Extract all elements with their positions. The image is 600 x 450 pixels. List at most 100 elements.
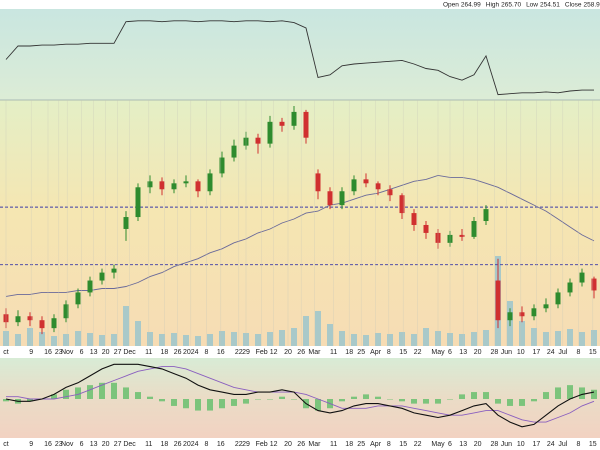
header-value: 258.96 (584, 2, 600, 9)
macd-hist (531, 399, 537, 402)
x-tick-label: Feb (256, 349, 268, 356)
rs-panel (0, 9, 600, 100)
x-tick-label: 9 (29, 441, 33, 448)
volume-bar (63, 334, 69, 346)
x-tick-label: 2024 (183, 349, 199, 356)
x-tick-label: ct (3, 349, 9, 356)
macd-hist (63, 389, 69, 399)
header-value: 265.70 (501, 2, 521, 9)
x-tick-label: 24 (547, 441, 555, 448)
volume-bar (471, 332, 477, 346)
header-label: Open (443, 2, 459, 9)
volume-bar (459, 334, 465, 346)
macd-hist (231, 399, 237, 406)
candle-body (99, 272, 105, 281)
macd-hist (351, 396, 357, 399)
macd-signal (6, 366, 595, 423)
macd-hist (543, 392, 549, 399)
candle-body (459, 234, 465, 237)
x-tick-label: 22 (414, 349, 422, 356)
x-tick-label: 16 (217, 441, 225, 448)
macd-hist (507, 399, 513, 406)
macd-hist (171, 399, 177, 406)
header-value: 254.51 (540, 2, 560, 9)
macd-hist (291, 399, 297, 400)
candle-body (507, 312, 513, 321)
volume-bar (555, 331, 561, 346)
macd-hist (483, 392, 489, 399)
x-tick-label: 26 (297, 441, 305, 448)
x-tick-label: 8 (204, 349, 208, 356)
x-tick-label: 20 (474, 349, 482, 356)
volume-bar (387, 334, 393, 346)
x-tick-label: May (431, 441, 445, 448)
x-tick-label: Apr (370, 349, 382, 356)
macd-hist (255, 399, 261, 400)
candle-body (543, 304, 549, 309)
x-tick-label: Apr (370, 441, 382, 448)
macd-hist (411, 399, 417, 404)
candle-body (531, 308, 537, 317)
volume-bar (483, 330, 489, 346)
x-tick-label: 20 (284, 349, 292, 356)
moving-average (5, 174, 595, 297)
candle-body (351, 179, 357, 192)
volume-bar (267, 332, 273, 346)
macd-hist (459, 394, 465, 399)
x-tick-label: 18 (345, 349, 353, 356)
x-tick-label: 8 (576, 441, 580, 448)
x-tick-label: 20 (284, 441, 292, 448)
x-tick-label: 16 (44, 441, 52, 448)
candle-body (555, 292, 561, 305)
candle-body (423, 224, 429, 233)
volume-bar (219, 331, 225, 346)
x-tick-label: 18 (161, 349, 169, 356)
volume-bar (159, 334, 165, 346)
x-axis-band (0, 346, 600, 358)
volume-bar (147, 332, 153, 346)
volume-bar (87, 333, 93, 346)
x-tick-label: 22 (235, 349, 243, 356)
macd-hist (87, 385, 93, 399)
candle-body (231, 145, 237, 158)
candle-body (567, 282, 573, 293)
x-tick-label: Mar (308, 441, 321, 448)
candle-body (339, 191, 345, 206)
macd-hist (3, 399, 9, 402)
candle-body (579, 272, 585, 283)
x-tick-label: Jun (501, 441, 512, 448)
volume-bar (99, 335, 105, 346)
x-tick-label: 6 (80, 441, 84, 448)
candle-body (303, 111, 309, 138)
x-tick-label: 23 (55, 441, 63, 448)
candle-body (375, 183, 381, 190)
volume-bar (339, 331, 345, 346)
macd-hist (579, 387, 585, 399)
candle-body (255, 137, 261, 144)
x-tick-label: 13 (90, 349, 98, 356)
x-tick-label: ct (3, 441, 9, 448)
x-tick-label: 6 (448, 441, 452, 448)
x-tick-label: 8 (387, 441, 391, 448)
candle-body (123, 217, 129, 229)
volume-bar (135, 321, 141, 346)
volume-bar (567, 329, 573, 346)
macd-hist (279, 396, 285, 399)
x-tick-label: 24 (547, 349, 555, 356)
macd-hist (99, 382, 105, 399)
volume-bar (591, 330, 597, 346)
candle-body (195, 181, 201, 192)
x-tick-label: 25 (357, 349, 365, 356)
x-tick-label: Jul (558, 349, 567, 356)
macd-hist (147, 396, 153, 399)
candle-body (15, 316, 21, 323)
header-value: 264.99 (461, 2, 481, 9)
macd-line (5, 363, 595, 428)
x-tick-label: 15 (589, 349, 597, 356)
x-tick-label: Jun (501, 349, 512, 356)
x-tick-label: 13 (459, 441, 467, 448)
x-tick-label: 27 (114, 349, 122, 356)
macd-hist (363, 394, 369, 399)
volume-bar (279, 330, 285, 346)
x-tick-label: 22 (414, 441, 422, 448)
